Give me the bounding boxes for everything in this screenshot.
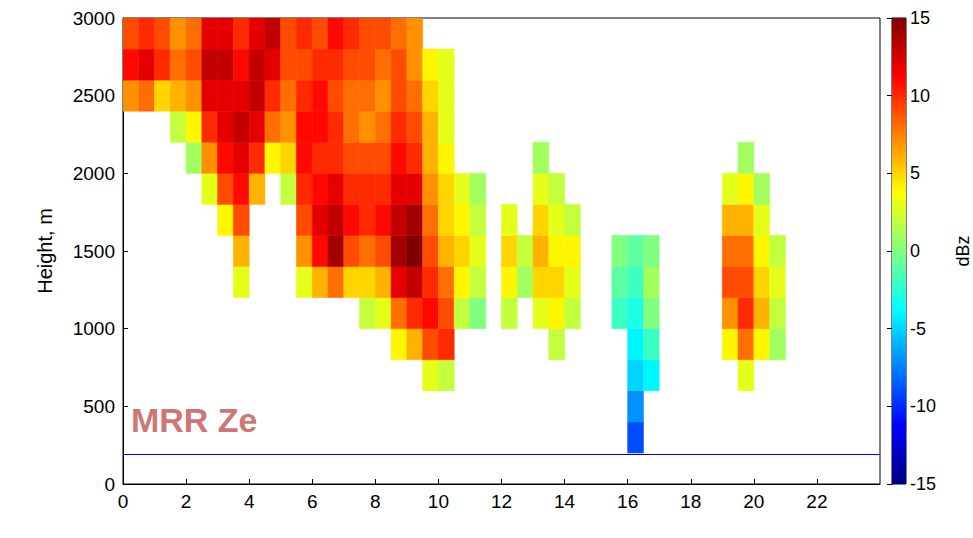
svg-text:2: 2 — [181, 491, 192, 512]
svg-text:-5: -5 — [910, 319, 926, 339]
svg-text:10: 10 — [428, 491, 449, 512]
svg-text:10: 10 — [910, 86, 930, 106]
svg-text:2000: 2000 — [73, 163, 115, 184]
svg-text:2500: 2500 — [73, 85, 115, 106]
svg-text:8: 8 — [370, 491, 381, 512]
svg-text:22: 22 — [806, 491, 827, 512]
svg-text:dBz: dBz — [953, 235, 973, 266]
svg-text:4: 4 — [244, 491, 255, 512]
svg-text:12: 12 — [491, 491, 512, 512]
svg-text:0: 0 — [118, 491, 129, 512]
svg-text:-10: -10 — [910, 396, 936, 416]
svg-text:Height, m: Height, m — [34, 208, 56, 294]
svg-text:-15: -15 — [910, 474, 936, 494]
svg-text:0: 0 — [104, 474, 115, 495]
svg-text:6: 6 — [307, 491, 318, 512]
svg-text:5: 5 — [910, 163, 920, 183]
svg-text:0: 0 — [910, 241, 920, 261]
svg-text:16: 16 — [617, 491, 638, 512]
svg-text:14: 14 — [554, 491, 576, 512]
svg-text:1500: 1500 — [73, 241, 115, 262]
svg-text:500: 500 — [83, 396, 115, 417]
svg-text:3000: 3000 — [73, 8, 115, 29]
svg-text:MRR Ze: MRR Ze — [131, 401, 258, 439]
svg-text:18: 18 — [680, 491, 701, 512]
svg-text:15: 15 — [910, 8, 930, 28]
svg-text:1000: 1000 — [73, 318, 115, 339]
svg-text:20: 20 — [743, 491, 764, 512]
